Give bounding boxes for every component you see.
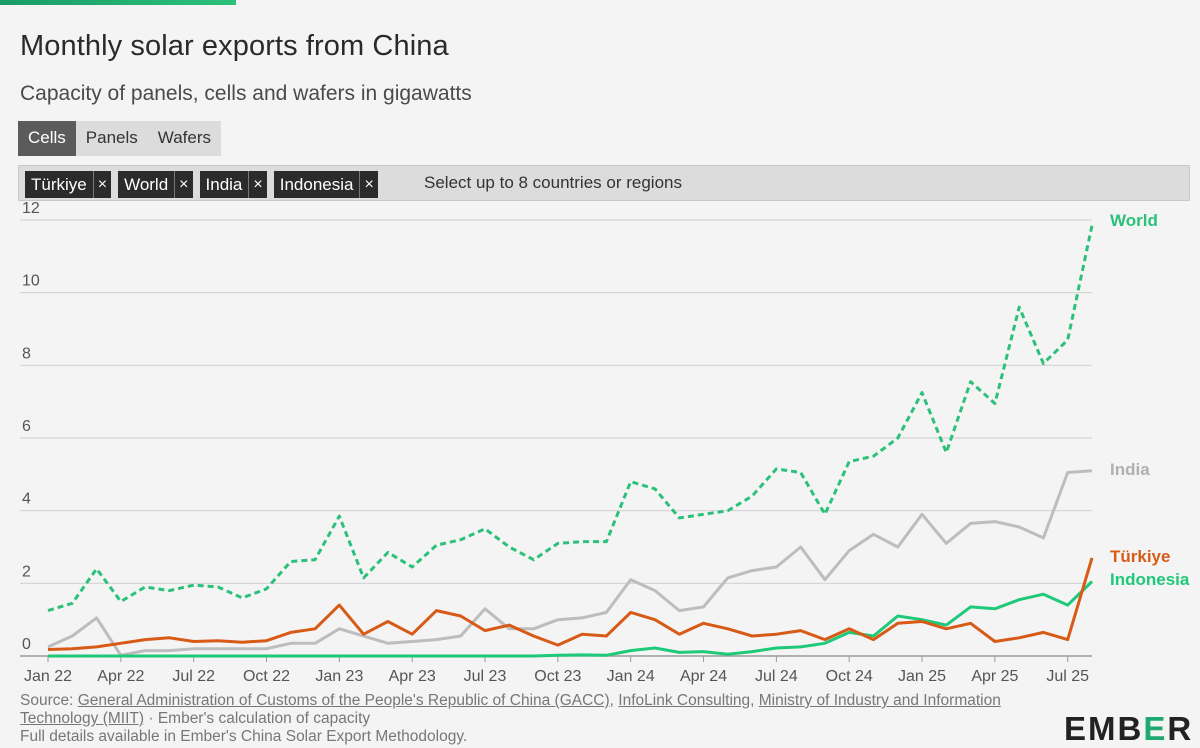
x-tick-label: Apr 22 (97, 668, 144, 685)
chart-grid (20, 219, 1092, 657)
selected-countries: Türkiye × World × India × Indonesia × (25, 171, 378, 198)
top-accent-bar (0, 0, 236, 5)
source-link-gacc[interactable]: General Administration of Customs of the… (77, 692, 610, 709)
chip-label: World (124, 175, 169, 194)
source-suffix: · Ember's calculation of capacity (144, 710, 371, 727)
source-link-infolink[interactable]: InfoLink Consulting (618, 692, 751, 709)
chip-label: Indonesia (279, 175, 354, 194)
x-tick-label: Jan 25 (898, 668, 946, 685)
y-axis-ticks: 0 2 4 6 8 10 12 (22, 200, 40, 653)
remove-india-button[interactable]: × (248, 171, 266, 198)
chip-india: India × (199, 171, 267, 198)
x-tick-label: Apr 25 (971, 668, 1018, 685)
chip-label: India (205, 175, 243, 194)
series-label-world: World (1110, 211, 1158, 230)
source-separator: , (609, 692, 619, 709)
x-tick-label: Jul 25 (1046, 668, 1089, 685)
y-tick-label: 12 (22, 200, 40, 217)
series-labels: World India Türkiye Indonesia (1110, 211, 1190, 589)
remove-indonesia-button[interactable]: × (359, 171, 377, 198)
ember-logo: EMBER (1064, 710, 1194, 747)
remove-turkiye-button[interactable]: × (92, 171, 111, 198)
chip-world: World × (118, 171, 193, 198)
x-tick-label: Apr 24 (680, 668, 727, 685)
series-line-india (47, 469, 1093, 657)
y-tick-label: 10 (22, 273, 40, 290)
filter-placeholder[interactable]: Select up to 8 countries or regions (424, 173, 682, 192)
y-tick-label: 6 (22, 418, 31, 435)
tab-wafers[interactable]: Wafers (147, 121, 221, 156)
source-link-miit[interactable]: Ministry of Industry and Information Tec… (20, 692, 1001, 727)
y-tick-label: 4 (22, 491, 31, 508)
x-tick-label: Jul 24 (755, 668, 798, 685)
y-tick-label: 8 (22, 345, 31, 362)
series-line-world (47, 225, 1094, 613)
source-prefix: Source: (20, 692, 78, 709)
x-tick-label: Oct 23 (534, 668, 581, 685)
x-tick-label: Jan 24 (607, 668, 655, 685)
x-tick-label: Oct 22 (243, 668, 290, 685)
x-tick-label: Oct 24 (826, 668, 873, 685)
x-tick-label: Jul 22 (172, 668, 215, 685)
remove-world-button[interactable]: × (174, 171, 192, 198)
chip-indonesia: Indonesia × (273, 171, 378, 198)
page-title: Monthly solar exports from China (20, 30, 449, 62)
series-line-türkiye (47, 557, 1094, 651)
series-label-türkiye: Türkiye (1110, 547, 1170, 566)
chart-lines (47, 225, 1094, 658)
country-filter[interactable]: Türkiye × World × India × Indonesia × Se… (18, 165, 1190, 201)
x-tick-label: Jul 23 (464, 668, 507, 685)
tab-cells[interactable]: Cells (18, 121, 76, 156)
series-label-indonesia: Indonesia (1110, 570, 1190, 589)
source-separator: , (750, 692, 759, 709)
product-tabs: Cells Panels Wafers (18, 121, 221, 156)
y-tick-label: 0 (22, 636, 31, 653)
methodology-note: Full details available in Ember's China … (20, 728, 468, 745)
chip-label: Türkiye (31, 175, 87, 194)
x-tick-label: Jan 22 (24, 668, 72, 685)
page-subtitle: Capacity of panels, cells and wafers in … (20, 82, 472, 105)
chip-turkiye: Türkiye × (25, 171, 112, 198)
y-tick-label: 2 (22, 563, 31, 580)
x-tick-label: Jan 23 (315, 668, 363, 685)
line-chart: 0 2 4 6 8 10 12 Jan 22 Apr 22 Jul 22 Oct 22 Jan 23… (20, 200, 1190, 685)
x-axis-ticks: Jan 22 Apr 22 Jul 22 Oct 22 Jan 23 Apr 23 Jul … (24, 656, 1089, 685)
series-label-india: India (1110, 460, 1150, 479)
x-tick-label: Apr 23 (389, 668, 436, 685)
source-note: Source: General Administration of Custom… (20, 692, 1020, 746)
series-line-indonesia (48, 580, 1094, 658)
tab-panels[interactable]: Panels (75, 121, 148, 156)
